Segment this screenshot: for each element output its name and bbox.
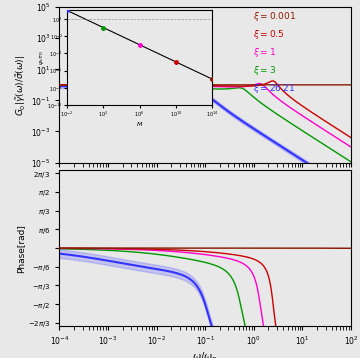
Y-axis label: $G_0|\tilde{\gamma}(\omega)/\tilde{\sigma}(\omega)|$: $G_0|\tilde{\gamma}(\omega)/\tilde{\sigm…: [14, 54, 28, 116]
X-axis label: $\omega/\omega_n$: $\omega/\omega_n$: [193, 350, 218, 358]
Y-axis label: Phase[rad]: Phase[rad]: [16, 224, 25, 272]
Text: $\xi = 0.5$: $\xi = 0.5$: [253, 28, 285, 41]
Text: $\xi = 1$: $\xi = 1$: [253, 46, 276, 59]
Text: $\xi = 0.001$: $\xi = 0.001$: [253, 10, 296, 23]
Text: $\xi = 26.21$: $\xi = 26.21$: [253, 82, 296, 95]
Text: $\xi = 3$: $\xi = 3$: [253, 64, 276, 77]
